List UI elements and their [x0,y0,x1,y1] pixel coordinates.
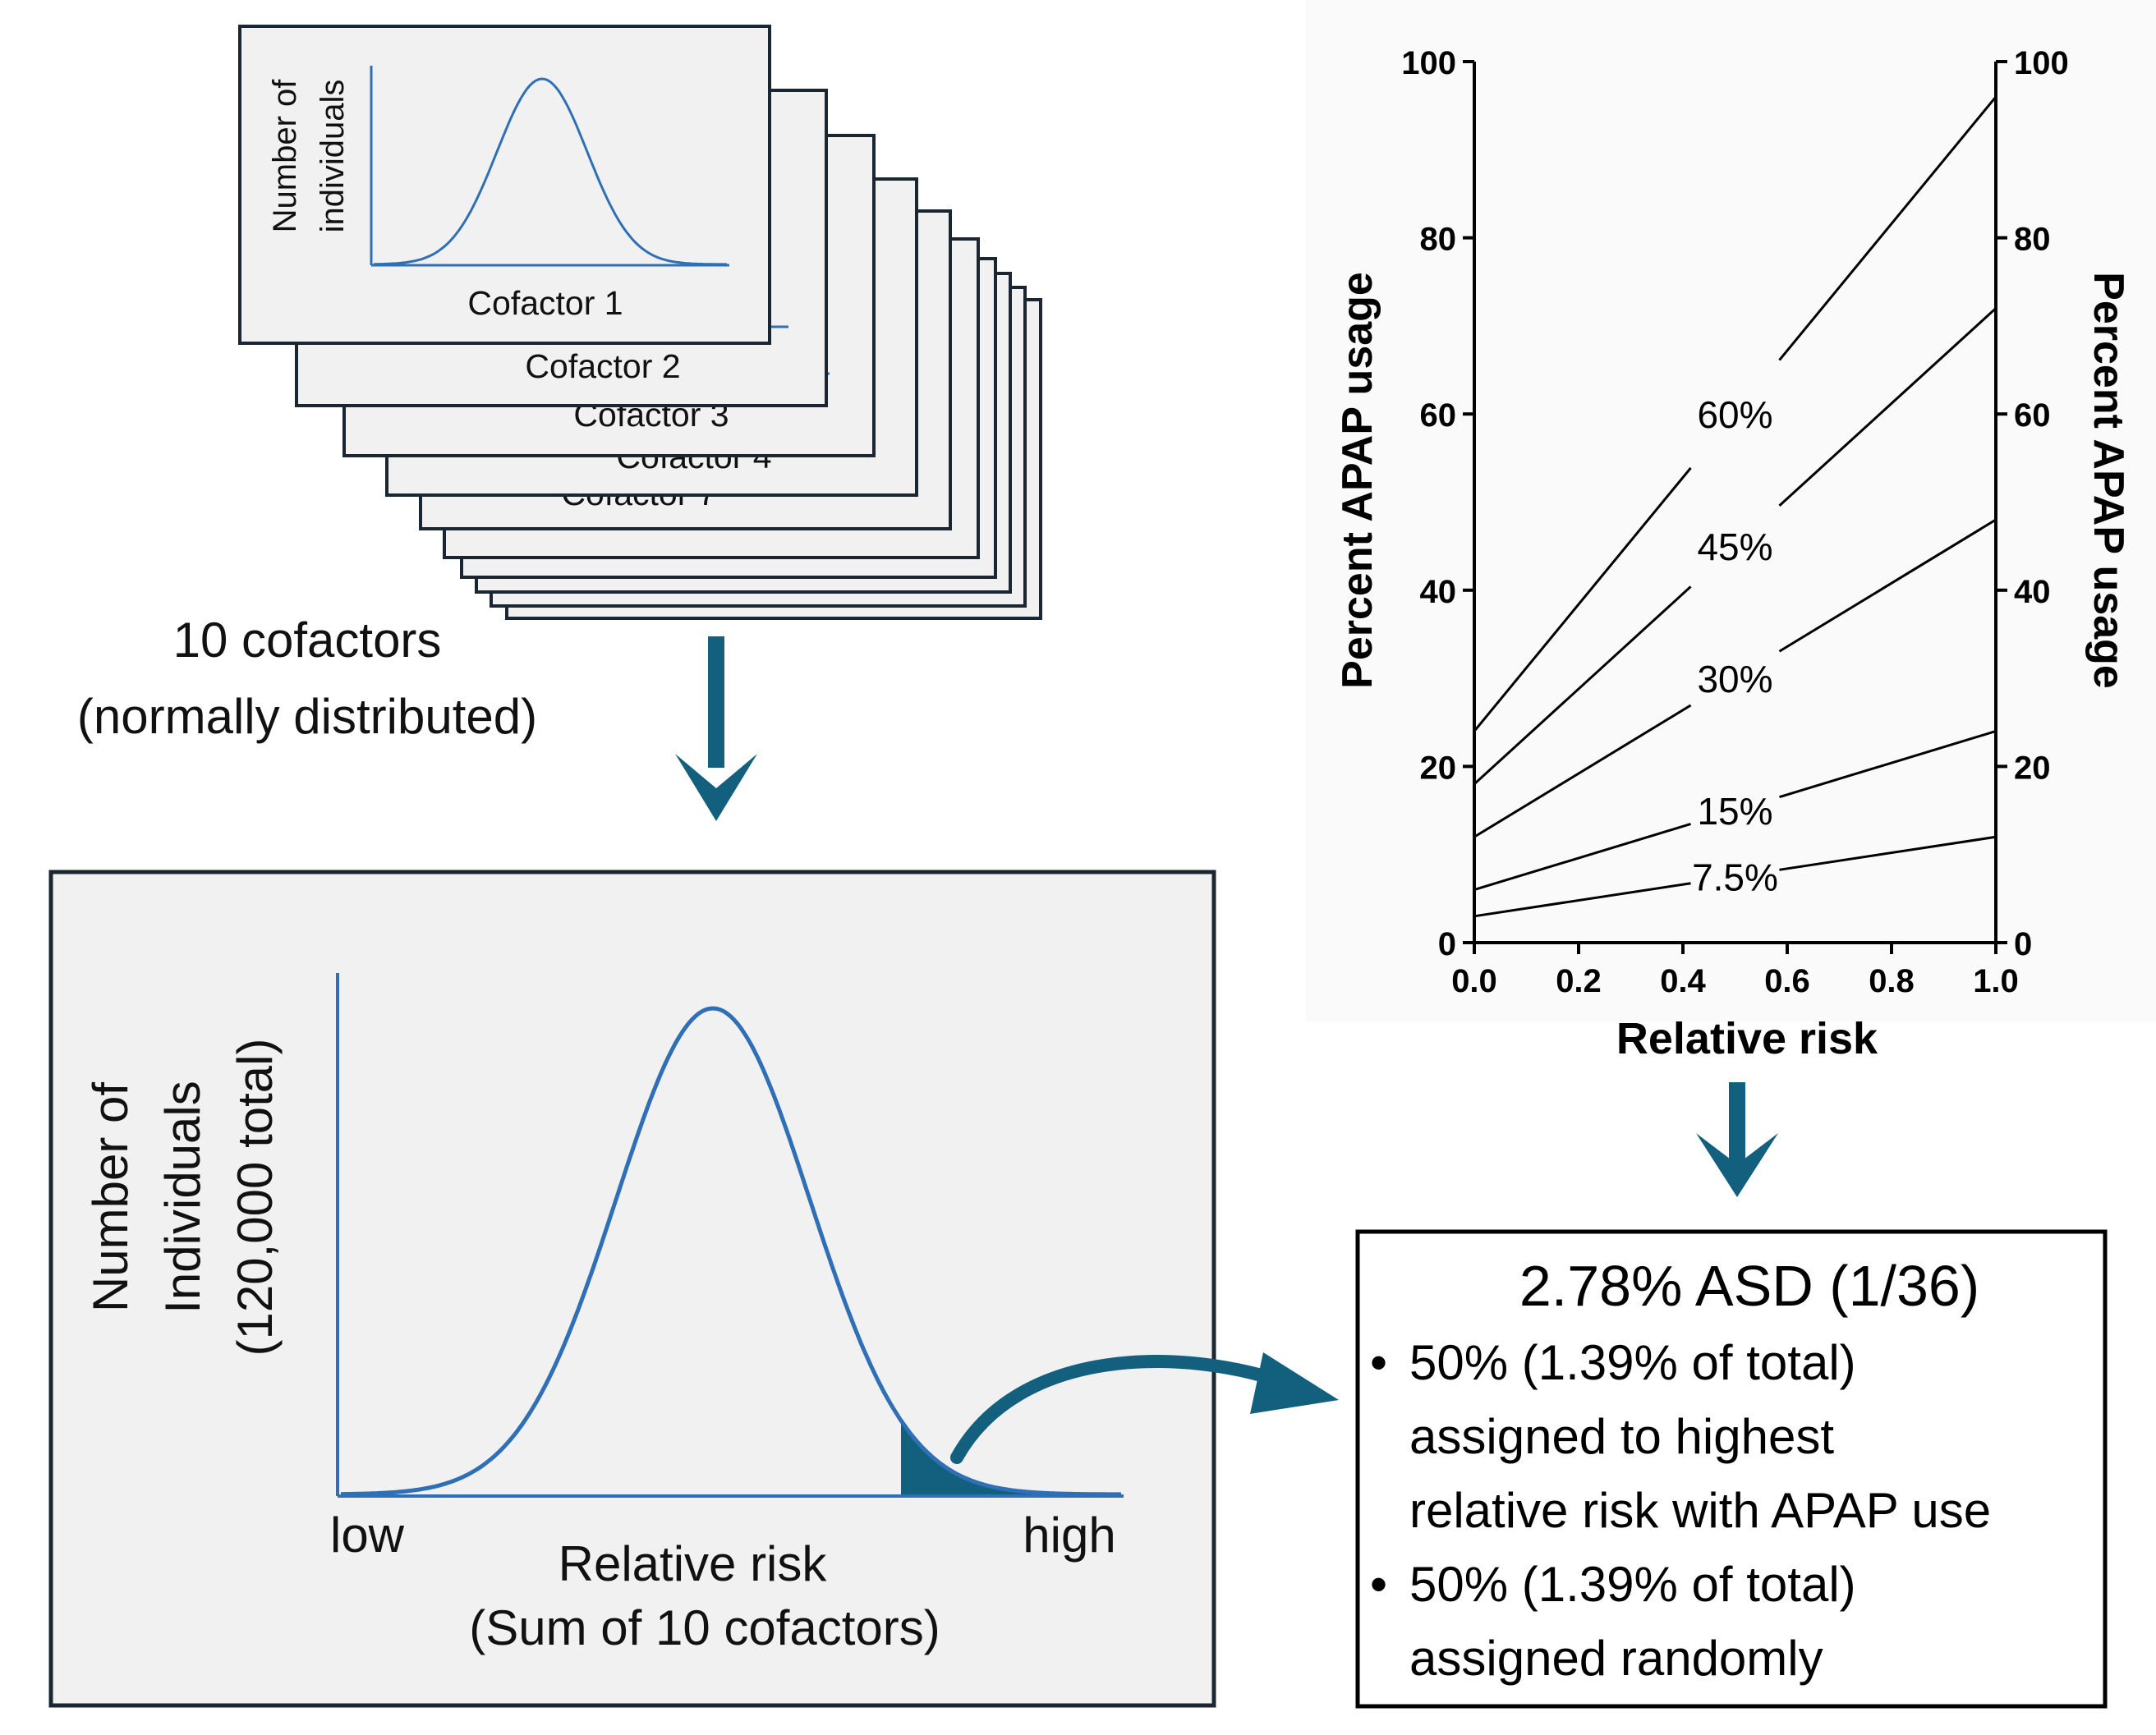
series-line-segment [1778,95,1997,361]
series-line-segment [1473,882,1691,918]
series-line-segment [1473,704,1692,838]
cofactor-card-1-bell-curve [373,77,727,266]
right-y-tick-label: 0 [2014,926,2032,962]
chart-x-ticks: 0.0 0.2 0.4 0.6 0.8 1.0 [1451,943,2019,999]
distribution-panel-box [48,870,1216,1708]
series-label: 15% [1697,790,1772,833]
chart-right-ticks: 0 20 40 60 80 100 [1996,45,2069,962]
distribution-x-label-line1: Relative risk [559,1536,828,1591]
chart-background [1306,0,2156,1022]
asd-result-title: 2.78% ASD (1/36) [1519,1254,1979,1318]
asd-result-box-border [1355,1229,2108,1709]
right-y-tick-label: 60 [2014,397,2051,434]
series-30%: 30% [1473,518,1997,838]
series-label: 60% [1697,393,1772,436]
x-tick-label: 1.0 [1973,963,2019,999]
cofactor-card-1-x-label: Cofactor 1 [467,284,623,322]
series-line-segment [1473,585,1692,785]
series-line-segment [1779,835,1997,871]
series-60%: 60% [1473,95,1997,732]
right-y-tick-label: 80 [2014,222,2051,258]
down-arrow-right [1696,1082,1778,1197]
bullet-2-marker: • [1370,1557,1387,1612]
left-y-tick-label: 60 [1420,397,1457,434]
bullet-1-line2: assigned to highest [1409,1409,1834,1464]
series-line-segment [1778,307,1997,507]
x-tick-label: 0.4 [1660,963,1706,999]
cofactor-card-1-y-label-line1: Number of [267,79,303,233]
left-y-tick-label: 80 [1420,222,1457,258]
series-line-segment [1473,466,1692,732]
series-label: 30% [1697,658,1772,700]
x-tick-label: 0.2 [1556,963,1602,999]
cofactor-card-1 [238,25,771,345]
right-y-tick-label: 40 [2014,574,2051,610]
series-line-segment [1779,730,1997,799]
x-tick-label: 0.8 [1869,963,1915,999]
bullet-2-line1: 50% (1.39% of total) [1409,1557,1856,1612]
cofactor-card-stack: Cofactor 7 Cofactor 4 Cofactor 3 Cofacto… [238,25,1042,620]
chart-right-y-label: Percent APAP usage [2085,272,2132,689]
cofactor-card-2-label: Cofactor 2 [525,347,680,385]
x-tick-label: 0.6 [1764,963,1810,999]
distribution-y-label-line1: Number of [83,1082,138,1312]
right-y-tick-label: 100 [2014,45,2069,81]
curved-arrow-to-result [950,1352,1339,1464]
left-y-tick-label: 20 [1420,750,1457,786]
cofactor-caption-line1: 10 cofactors [173,613,442,668]
series-45%: 45% [1473,307,1997,785]
chart-series-lines: 7.5% 15% 30% 45% 60% [1473,95,1997,918]
bullet-2-line2: assigned randomly [1409,1631,1823,1686]
right-y-tick-label: 20 [2014,750,2051,786]
bullet-1-line3: relative risk with APAP use [1409,1483,1991,1538]
series-7.5%: 7.5% [1473,835,1997,918]
bullet-1-marker: • [1370,1335,1387,1390]
distribution-high-risk-tail [901,1420,1121,1494]
distribution-bell-curve [341,1006,1121,1497]
distribution-y-label-line2: Individuals [155,1081,210,1314]
down-arrow-left [675,636,757,821]
cofactor-card-1-y-label-line2: individuals [315,80,351,233]
distribution-x-low-label: low [330,1508,405,1563]
left-y-tick-label: 100 [1401,45,1456,81]
distribution-x-label-line2: (Sum of 10 cofactors) [469,1600,940,1655]
series-15%: 15% [1473,730,1997,892]
left-y-tick-label: 0 [1438,926,1456,962]
x-tick-label: 0.0 [1451,963,1497,999]
asd-result-box: 2.78% ASD (1/36) • 50% (1.39% of total) … [1355,1229,2108,1709]
chart-x-label: Relative risk [1616,1014,1878,1063]
series-line-segment [1473,823,1691,892]
series-label: 45% [1697,526,1772,568]
chart-left-y-label: Percent APAP usage [1334,272,1381,689]
left-y-tick-label: 40 [1420,574,1457,610]
bullet-1-line1: 50% (1.39% of total) [1409,1335,1856,1390]
distribution-y-label-line3: (120,000 total) [228,1039,283,1356]
series-line-segment [1778,518,1997,653]
series-label: 7.5% [1692,856,1778,899]
chart-left-ticks: 0 20 40 60 80 100 [1401,45,1474,962]
distribution-panel: Number of Individuals (120,000 total) lo… [48,870,1216,1708]
distribution-x-high-label: high [1023,1508,1115,1563]
cofactor-caption-line2: (normally distributed) [77,689,537,744]
